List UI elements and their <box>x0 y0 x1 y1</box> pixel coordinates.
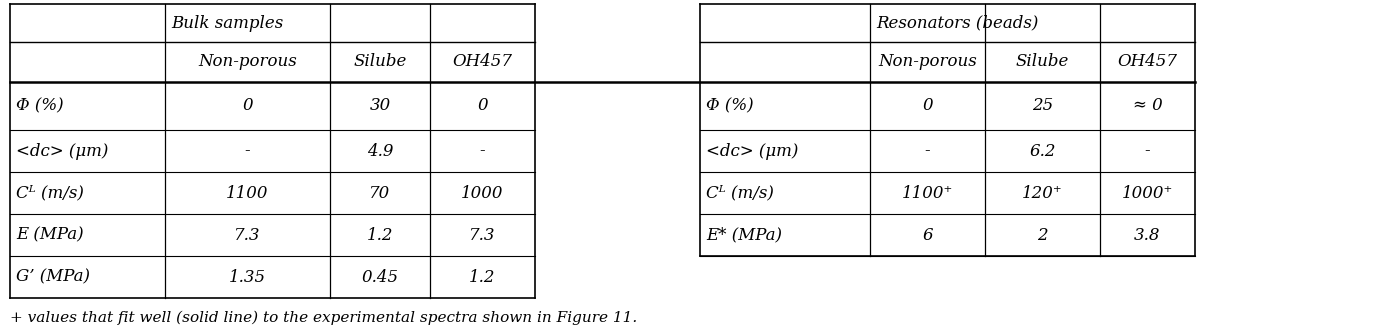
Text: 1.2: 1.2 <box>367 226 393 243</box>
Text: <dᴄ> (μm): <dᴄ> (μm) <box>706 143 798 160</box>
Text: E (MPa): E (MPa) <box>17 226 84 243</box>
Text: Silube: Silube <box>1016 53 1069 70</box>
Text: 1100⁺: 1100⁺ <box>902 184 953 201</box>
Text: 70: 70 <box>370 184 390 201</box>
Text: 1100: 1100 <box>226 184 269 201</box>
Text: ≈ 0: ≈ 0 <box>1132 98 1162 115</box>
Text: 1000⁺: 1000⁺ <box>1123 184 1174 201</box>
Text: Φ (%): Φ (%) <box>17 98 63 115</box>
Text: 7.3: 7.3 <box>234 226 261 243</box>
Text: 0: 0 <box>243 98 252 115</box>
Text: G’ (MPa): G’ (MPa) <box>17 269 90 286</box>
Text: 1.2: 1.2 <box>469 269 495 286</box>
Text: Non-porous: Non-porous <box>199 53 296 70</box>
Text: 4.9: 4.9 <box>367 143 393 160</box>
Text: -: - <box>925 143 931 160</box>
Text: -: - <box>1145 143 1150 160</box>
Text: 1000: 1000 <box>461 184 503 201</box>
Text: 120⁺: 120⁺ <box>1022 184 1063 201</box>
Text: 6.2: 6.2 <box>1029 143 1056 160</box>
Text: 0: 0 <box>477 98 488 115</box>
Text: + values that fit well (solid line) to the experimental spectra shown in Figure : + values that fit well (solid line) to t… <box>10 311 637 325</box>
Text: OH457: OH457 <box>1117 53 1178 70</box>
Text: Bulk samples: Bulk samples <box>171 14 283 31</box>
Text: 1.35: 1.35 <box>229 269 266 286</box>
Text: 0.45: 0.45 <box>361 269 399 286</box>
Text: Φ (%): Φ (%) <box>706 98 754 115</box>
Text: -: - <box>244 143 251 160</box>
Text: 0: 0 <box>923 98 932 115</box>
Text: 2: 2 <box>1037 226 1048 243</box>
Text: Resonators (beads): Resonators (beads) <box>876 14 1038 31</box>
Text: OH457: OH457 <box>452 53 513 70</box>
Text: 30: 30 <box>370 98 390 115</box>
Text: Non-porous: Non-porous <box>878 53 976 70</box>
Text: Silube: Silube <box>353 53 407 70</box>
Text: Cᴸ (m/s): Cᴸ (m/s) <box>706 184 774 201</box>
Text: -: - <box>480 143 485 160</box>
Text: 3.8: 3.8 <box>1135 226 1161 243</box>
Text: 7.3: 7.3 <box>469 226 495 243</box>
Text: 6: 6 <box>923 226 932 243</box>
Text: Cᴸ (m/s): Cᴸ (m/s) <box>17 184 84 201</box>
Text: E* (MPa): E* (MPa) <box>706 226 782 243</box>
Text: 25: 25 <box>1031 98 1054 115</box>
Text: <dᴄ> (μm): <dᴄ> (μm) <box>17 143 109 160</box>
